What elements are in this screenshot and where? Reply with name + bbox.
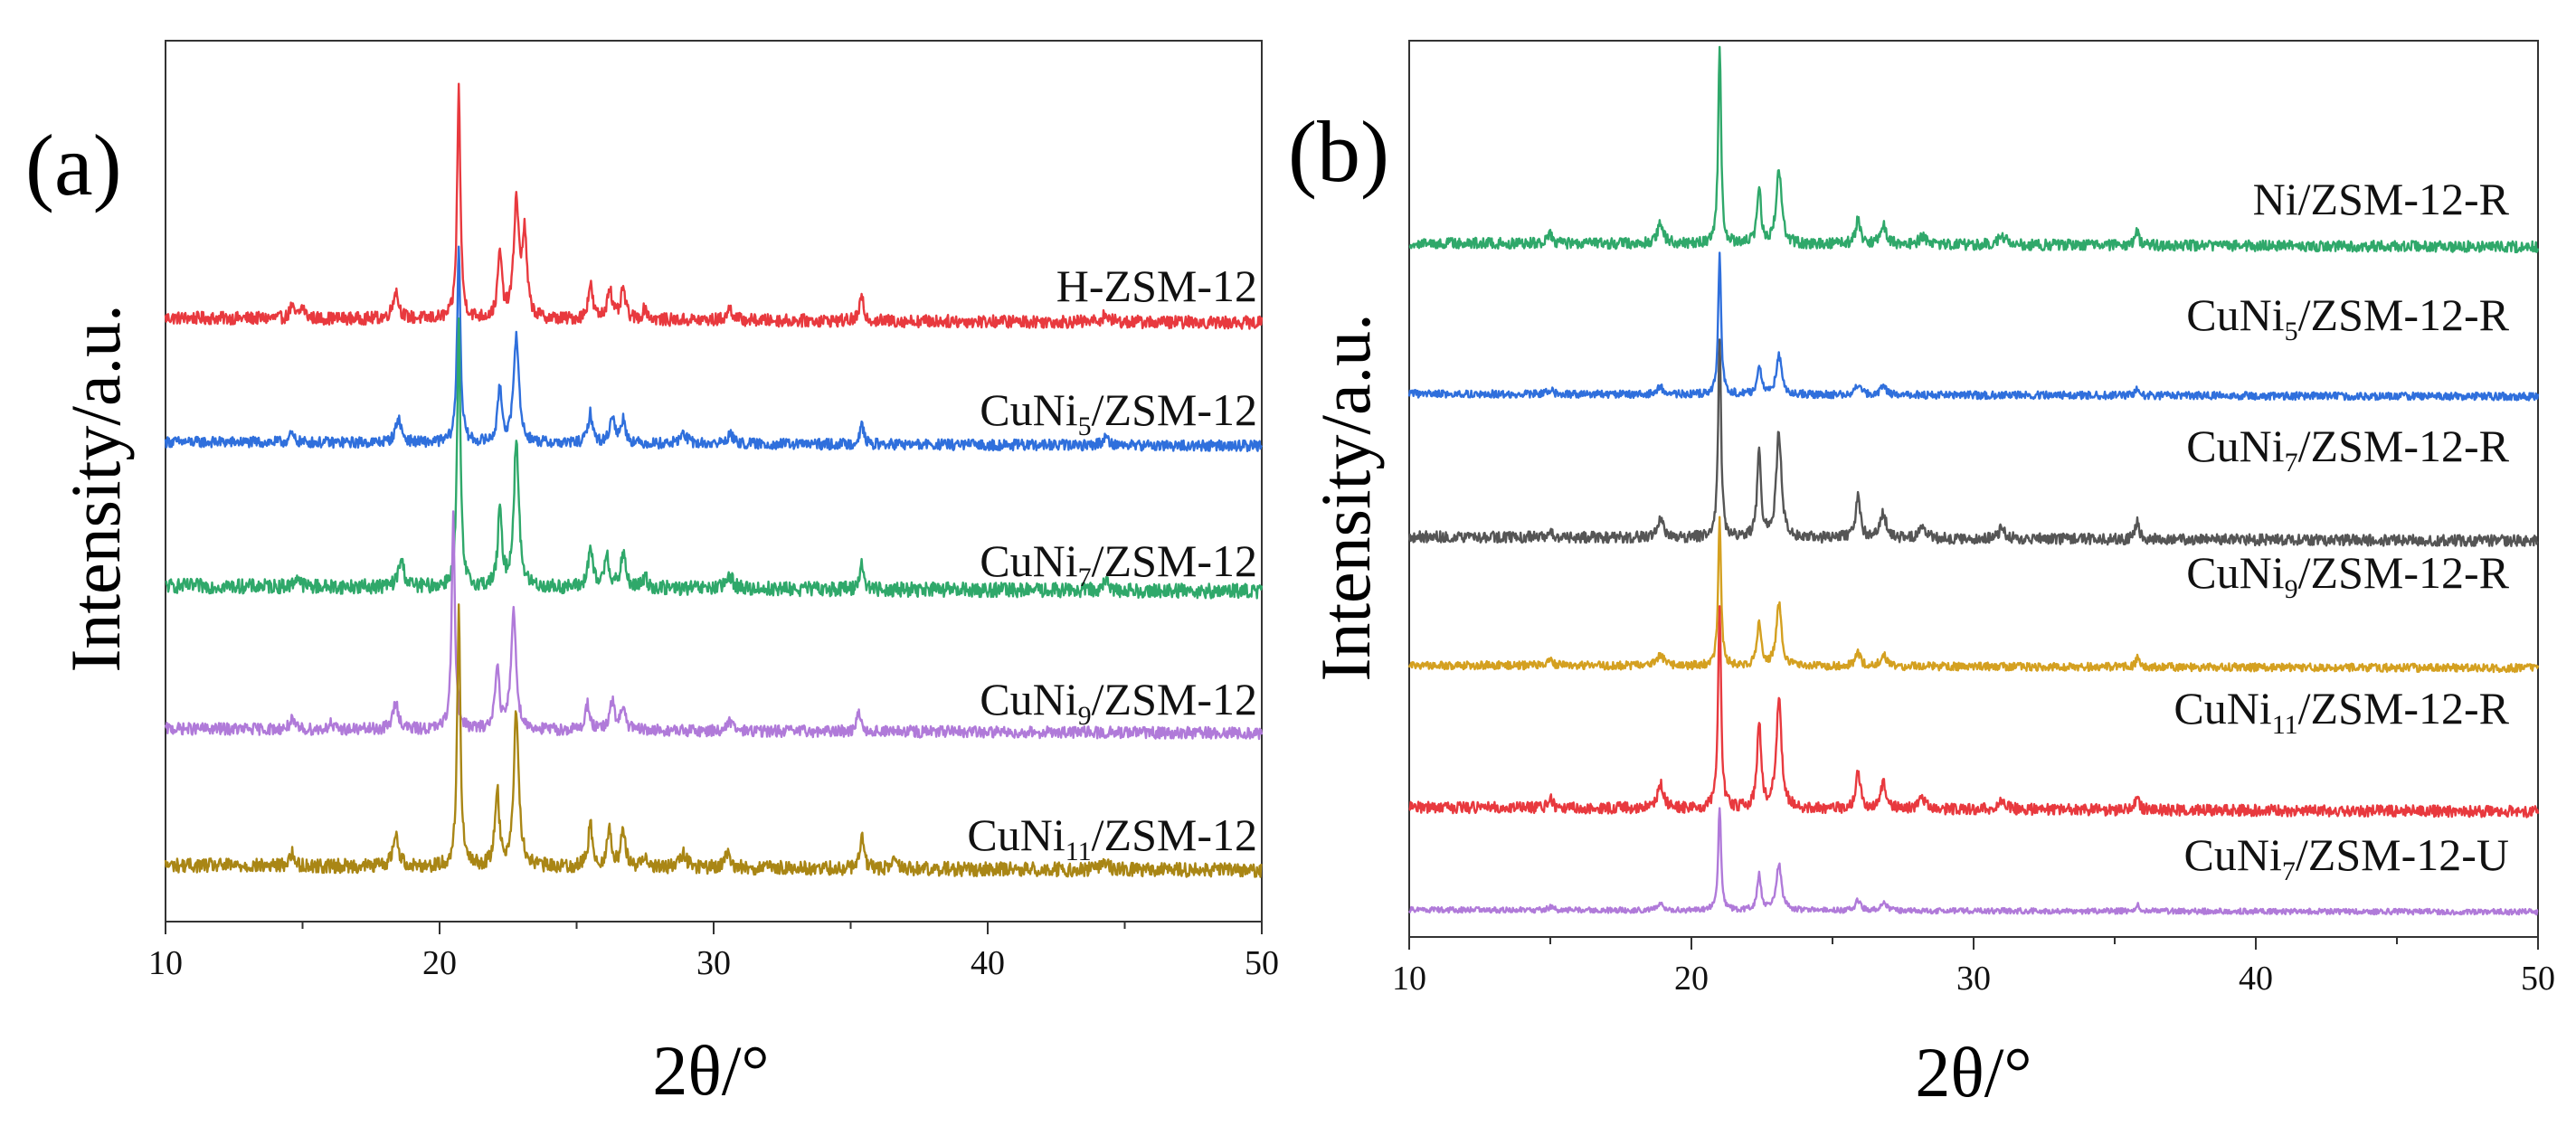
series-trace-cuni7-zsm-12 <box>165 317 1264 600</box>
chart-panel-b: Ni/ZSM-12-RCuNi5/ZSM-12-RCuNi7/ZSM-12-RC… <box>1288 40 2555 1112</box>
x-tick-label: 40 <box>971 944 1005 982</box>
panel-label: (a) <box>25 117 122 213</box>
series-trace-cuni7-zsm-12-r <box>1407 338 2539 547</box>
series-label-main: CuNi <box>2186 421 2284 471</box>
x-tick-label: 30 <box>1956 960 1991 998</box>
series-group <box>1407 45 2540 916</box>
series-label-subscript: 7 <box>1078 563 1092 592</box>
series-label-main: Ni/ZSM-12-R <box>2253 174 2510 224</box>
series-trace-cuni7-zsm-12-u <box>1407 807 2539 916</box>
y-axis-label: Intensity/a.u. <box>56 304 135 672</box>
series-group <box>164 82 1264 878</box>
x-axis-label: 2θ/° <box>1915 1033 2031 1112</box>
series-label-subscript: 9 <box>2285 574 2298 604</box>
series-label-main: CuNi <box>980 384 1077 435</box>
x-tick-label: 30 <box>696 944 731 982</box>
series-trace-cuni9-zsm-12 <box>164 510 1264 741</box>
series-label-tail: /ZSM-12 <box>1092 674 1257 724</box>
series-label: CuNi7/ZSM-12-R <box>2186 421 2509 478</box>
series-label-subscript: 11 <box>2272 710 2298 740</box>
series-label: CuNi11/ZSM-12 <box>967 809 1257 866</box>
series-label-tail: /ZSM-12-R <box>2298 683 2510 733</box>
series-trace-ni-zsm-12-r <box>1408 45 2540 254</box>
series-label: CuNi7/ZSM-12-U <box>2184 829 2509 886</box>
series-label: CuNi7/ZSM-12 <box>980 535 1257 592</box>
x-axis-label: 2θ/° <box>652 1031 769 1110</box>
series-label-main: CuNi <box>2174 683 2271 733</box>
x-tick-label: 20 <box>1674 960 1709 998</box>
series-label: CuNi9/ZSM-12 <box>980 674 1257 731</box>
series-label-main: H-ZSM-12 <box>1056 260 1257 311</box>
series-label-tail: /ZSM-12-R <box>2298 289 2510 340</box>
series-label-main: CuNi <box>967 809 1065 860</box>
series-label-main: CuNi <box>2184 829 2282 880</box>
series-label-tail: /ZSM-12-U <box>2296 829 2509 880</box>
series-trace-cuni11-zsm-12 <box>164 603 1263 878</box>
series-label-tail: /ZSM-12-R <box>2298 421 2510 471</box>
series-label: H-ZSM-12 <box>1056 260 1257 311</box>
series-trace-cuni11-zsm-12-r <box>1408 605 2540 818</box>
x-ticks: 10 20 30 40 50 <box>148 922 1279 982</box>
y-axis-label: Intensity/a.u. <box>1306 313 1385 681</box>
series-label-main: CuNi <box>2186 289 2284 340</box>
x-tick-label: 10 <box>1392 960 1426 998</box>
x-tick-label: 50 <box>1245 944 1279 982</box>
series-label: Ni/ZSM-12-R <box>2253 174 2510 224</box>
series-label-main: CuNi <box>980 535 1077 586</box>
series-label-subscript: 7 <box>2285 448 2298 478</box>
series-label: CuNi11/ZSM-12-R <box>2174 683 2509 740</box>
series-label-main: CuNi <box>980 674 1077 724</box>
series-trace-cuni5-zsm-12-r <box>1407 251 2540 402</box>
series-label-tail: /ZSM-12-R <box>2298 547 2510 598</box>
series-label-tail: /ZSM-12 <box>1092 809 1257 860</box>
series-label-subscript: 9 <box>1078 701 1092 731</box>
x-tick-label: 10 <box>148 944 183 982</box>
x-tick-label: 40 <box>2239 960 2273 998</box>
series-label-subscript: 5 <box>1078 412 1092 441</box>
x-tick-label: 20 <box>422 944 457 982</box>
series-label-subscript: 11 <box>1065 837 1092 866</box>
plot-frame <box>165 40 1263 923</box>
series-label: CuNi5/ZSM-12 <box>980 384 1257 441</box>
series-label-main: CuNi <box>2186 547 2284 598</box>
panel-label: (b) <box>1288 103 1389 200</box>
series-label-subscript: 5 <box>2285 317 2298 346</box>
series-label-tail: /ZSM-12 <box>1092 384 1257 435</box>
x-tick-label: 50 <box>2521 960 2555 998</box>
series-trace-cuni5-zsm-12 <box>164 245 1263 453</box>
chart-panel-a: H-ZSM-12CuNi5/ZSM-12CuNi7/ZSM-12CuNi9/ZS… <box>25 40 1279 1110</box>
series-label-tail: /ZSM-12 <box>1092 535 1257 586</box>
series-label-subscript: 7 <box>2282 856 2296 886</box>
series-label: CuNi9/ZSM-12-R <box>2186 547 2509 604</box>
x-ticks: 10 20 30 40 50 <box>1392 937 2555 998</box>
series-trace-cuni9-zsm-12-r <box>1407 516 2540 674</box>
series-labels: Ni/ZSM-12-RCuNi5/ZSM-12-RCuNi7/ZSM-12-RC… <box>2174 174 2509 886</box>
series-trace-h-zsm-12 <box>164 82 1264 330</box>
series-labels: H-ZSM-12CuNi5/ZSM-12CuNi7/ZSM-12CuNi9/ZS… <box>967 260 1257 866</box>
series-label: CuNi5/ZSM-12-R <box>2186 289 2509 346</box>
